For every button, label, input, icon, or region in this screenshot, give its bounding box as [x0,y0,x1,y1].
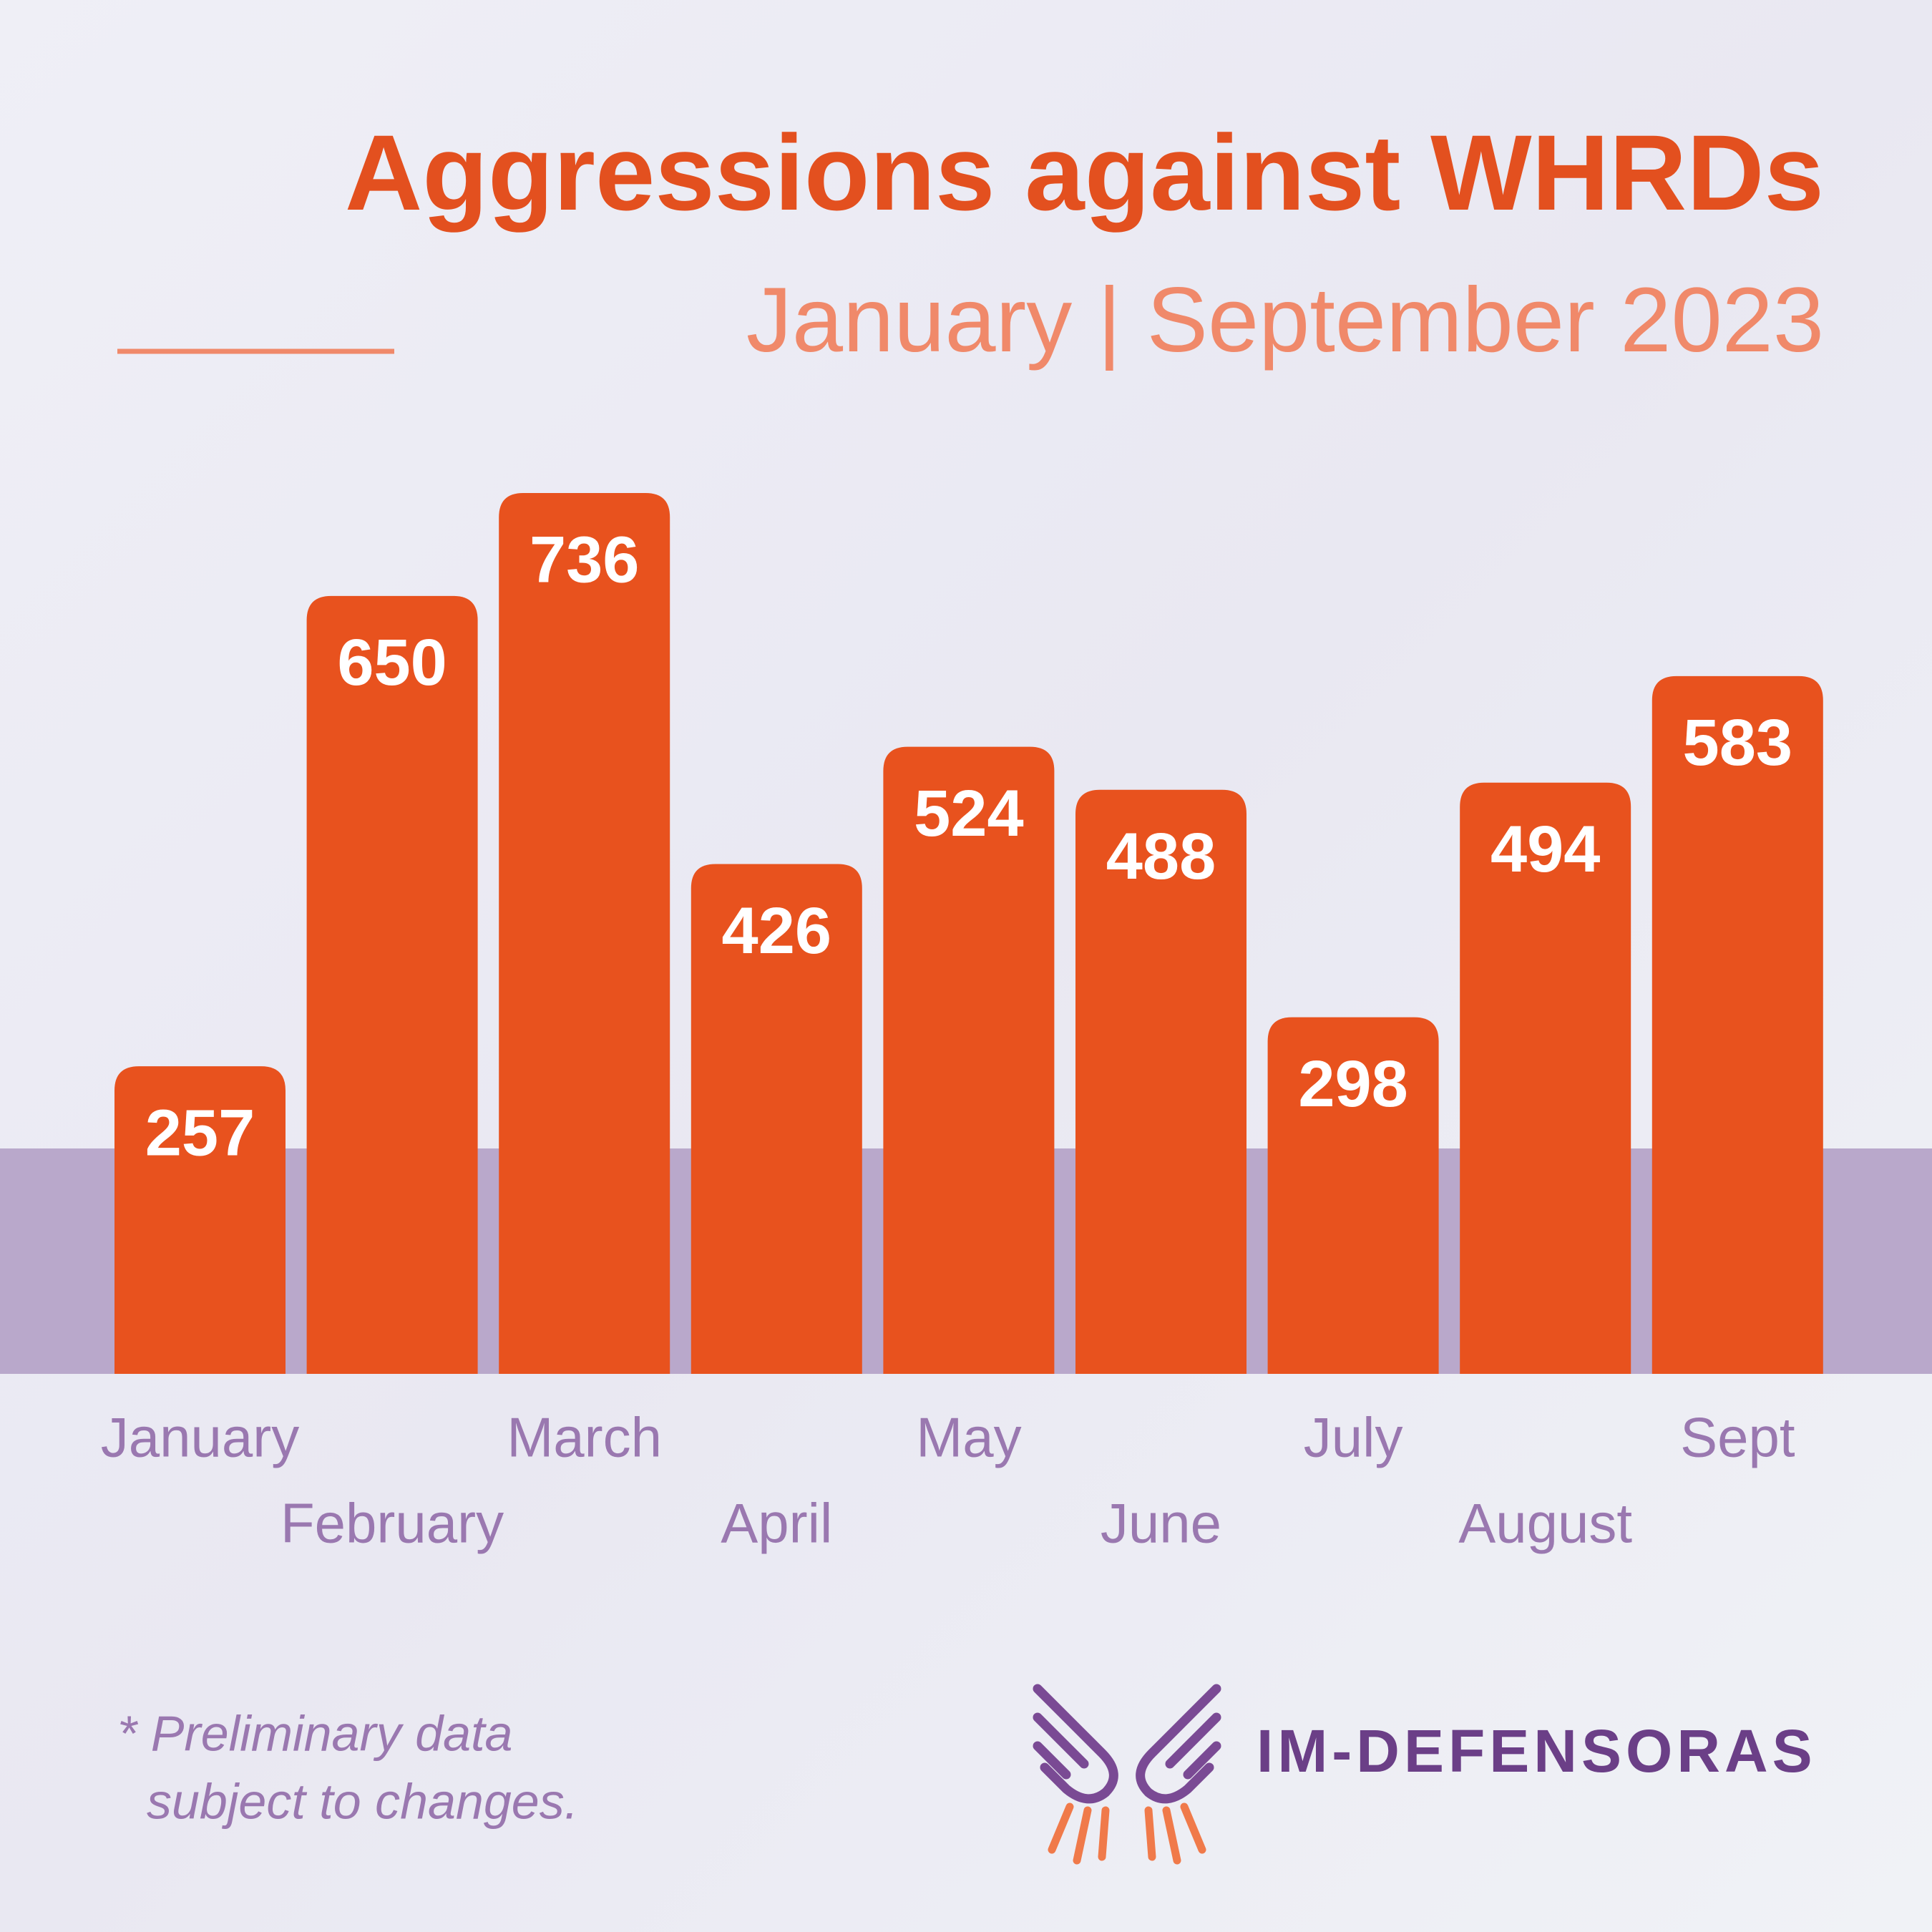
x-tick-label: January [101,1406,300,1469]
x-tick-label: March [507,1406,662,1469]
bar [1652,675,1823,1374]
brand-name: IM-DEFENSORAS [1257,1717,1817,1785]
x-tick-label: Sept [1680,1406,1795,1469]
x-tick-label: July [1304,1406,1403,1469]
chart-title: Aggressions against WHRDs [345,112,1824,233]
x-tick-label: June [1101,1492,1221,1555]
bar [1460,782,1631,1374]
value-label: 583 [1683,706,1793,779]
x-tick-label: May [916,1406,1021,1469]
note: * Preliminary data [117,1705,512,1761]
value-label: 494 [1491,813,1601,886]
value-label: 524 [914,777,1024,850]
value-label: 736 [530,523,640,596]
x-tick-label: February [280,1492,504,1555]
logo-icon [1033,1684,1221,1865]
chart-subtitle: January | September 2023 [746,269,1824,371]
bar [499,493,670,1374]
bar [1267,1017,1439,1374]
value-label: 426 [722,894,832,967]
value-label: 257 [145,1096,255,1169]
bar [691,864,862,1374]
bar [883,746,1055,1374]
x-tick-label: April [721,1492,832,1555]
value-label: 488 [1106,820,1216,893]
bar [1075,789,1246,1374]
value-label: 650 [337,626,447,699]
x-tick-label: August [1458,1492,1632,1555]
value-label: 298 [1298,1048,1408,1121]
note: subject to changes. [147,1773,578,1829]
bar [306,595,478,1375]
bar [114,1066,286,1374]
